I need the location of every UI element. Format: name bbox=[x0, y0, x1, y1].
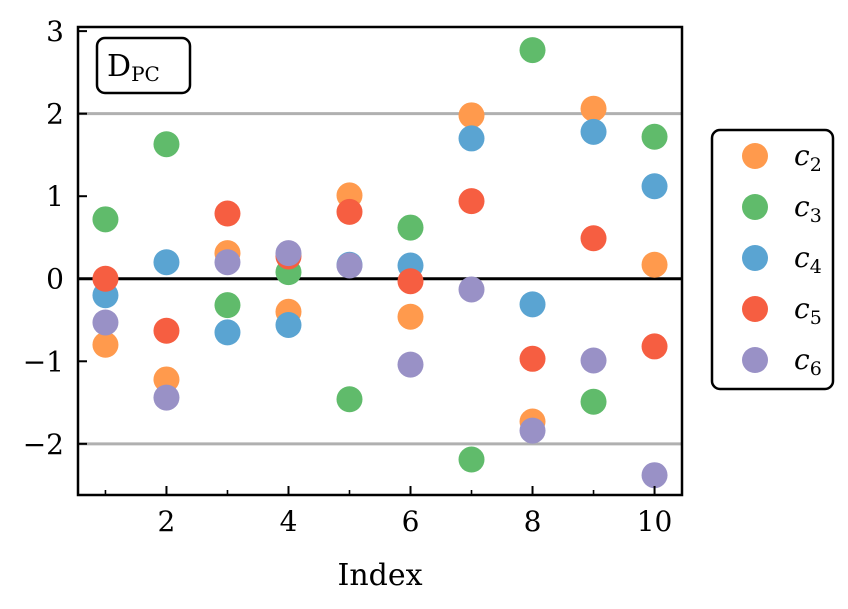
legend-label-c2: c2 bbox=[794, 139, 822, 176]
point-c4-2 bbox=[153, 249, 180, 276]
plot-frame bbox=[76, 25, 684, 497]
legend-marker-c4 bbox=[742, 245, 768, 271]
point-c5-8 bbox=[519, 345, 546, 372]
axis-ticks: 2 4 6 8 10 −2 −1 0 1 2 3 bbox=[23, 15, 673, 538]
point-c5-5 bbox=[336, 198, 363, 225]
x-axis-label: Index bbox=[337, 558, 422, 593]
x-tick-label: 4 bbox=[280, 505, 298, 538]
point-c4-9 bbox=[580, 118, 607, 145]
y-tick-label: 0 bbox=[46, 263, 64, 296]
point-c3-10 bbox=[641, 123, 668, 150]
annotation-main: D bbox=[107, 49, 131, 84]
point-c4-10 bbox=[641, 173, 668, 200]
y-tick-label: 2 bbox=[46, 98, 64, 131]
point-c6-5 bbox=[336, 252, 363, 279]
point-c5-10 bbox=[641, 333, 668, 360]
legend-label-c6: c6 bbox=[794, 343, 822, 380]
point-c6-2 bbox=[153, 384, 180, 411]
point-c2-9 bbox=[580, 95, 607, 122]
annotation-sub: PC bbox=[131, 62, 160, 86]
x-tick-label: 8 bbox=[524, 505, 542, 538]
point-c4-4 bbox=[275, 311, 302, 338]
point-c3-3 bbox=[214, 292, 241, 319]
x-tick-label: 2 bbox=[158, 505, 176, 538]
point-c3-1 bbox=[92, 206, 119, 233]
point-c6-4 bbox=[275, 240, 302, 267]
point-c2-2 bbox=[153, 366, 180, 393]
legend-label-c4: c4 bbox=[794, 241, 822, 278]
point-c6-9 bbox=[580, 347, 607, 374]
point-c6-3 bbox=[214, 249, 241, 276]
y-tick-label: −2 bbox=[23, 428, 64, 461]
legend-marker-c3 bbox=[742, 194, 768, 220]
y-tick-label: 3 bbox=[46, 15, 64, 48]
reference-lines bbox=[78, 112, 682, 446]
point-c3-9 bbox=[580, 388, 607, 415]
point-c2-6 bbox=[397, 303, 424, 330]
legend-label-c5: c5 bbox=[794, 292, 822, 329]
point-c3-6 bbox=[397, 214, 424, 241]
point-c3-8 bbox=[519, 37, 546, 64]
point-c6-1 bbox=[92, 309, 119, 336]
point-c2-1 bbox=[92, 331, 119, 358]
legend-frame bbox=[710, 128, 835, 391]
point-c5-6 bbox=[397, 268, 424, 295]
point-c5-9 bbox=[580, 225, 607, 252]
point-c6-7 bbox=[458, 276, 485, 303]
point-c4-8 bbox=[519, 291, 546, 318]
data-points bbox=[92, 37, 668, 489]
point-c3-2 bbox=[153, 131, 180, 158]
point-c3-7 bbox=[458, 446, 485, 473]
y-tick-label: −1 bbox=[23, 345, 64, 378]
x-tick-label: 10 bbox=[637, 505, 673, 538]
annotation-frame bbox=[95, 36, 192, 95]
point-c4-7 bbox=[458, 125, 485, 152]
legend-marker-c2 bbox=[742, 143, 768, 169]
legend-label-c3: c3 bbox=[794, 190, 822, 227]
point-c6-8 bbox=[519, 417, 546, 444]
y-tick-label: 1 bbox=[46, 180, 64, 213]
point-c6-6 bbox=[397, 351, 424, 378]
legend: c2 c3 c4 c5 c6 bbox=[710, 128, 835, 391]
x-tick-label: 6 bbox=[402, 505, 420, 538]
point-c5-1 bbox=[92, 265, 119, 292]
point-c6-10 bbox=[641, 462, 668, 489]
point-c2-7 bbox=[458, 102, 485, 129]
point-c5-3 bbox=[214, 200, 241, 227]
point-c3-5 bbox=[336, 386, 363, 413]
annotation-box: DPC bbox=[95, 36, 192, 95]
point-c5-7 bbox=[458, 188, 485, 215]
point-c2-10 bbox=[641, 251, 668, 278]
legend-marker-c6 bbox=[742, 347, 768, 373]
legend-marker-c5 bbox=[742, 296, 768, 322]
point-c5-2 bbox=[153, 317, 180, 344]
point-c4-3 bbox=[214, 319, 241, 346]
annotation-text: DPC bbox=[107, 49, 160, 86]
